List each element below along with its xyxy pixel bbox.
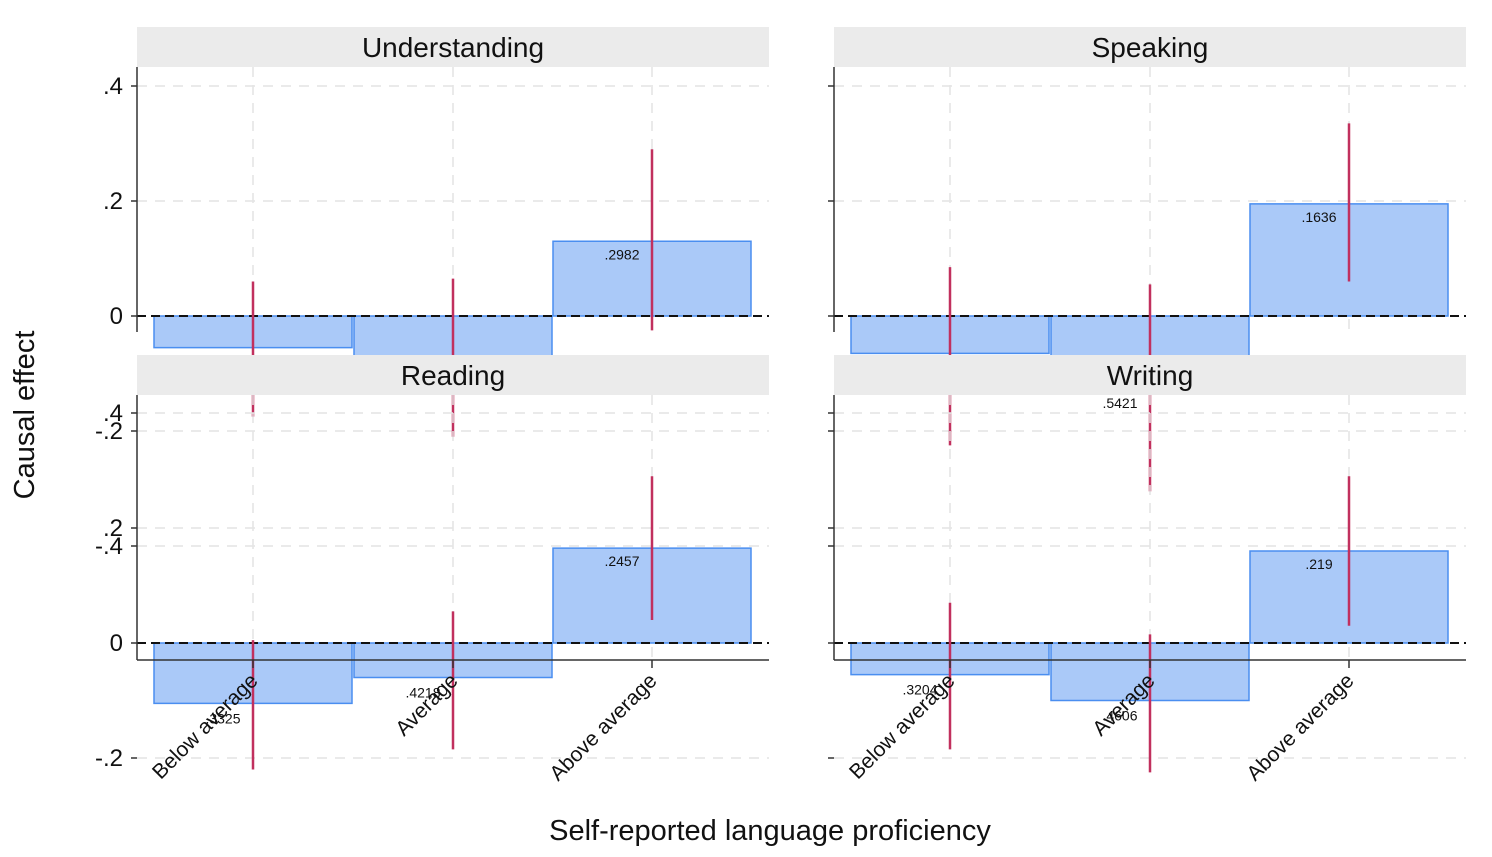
data-label: .219 [1305, 556, 1332, 572]
data-label: .4606 [1102, 708, 1137, 724]
y-tick-label: -.2 [95, 745, 123, 772]
data-label: .3325 [205, 710, 240, 726]
data-label: .4218 [405, 685, 440, 701]
panel-strip [137, 355, 769, 395]
y-tick-label: .4 [103, 400, 123, 427]
x-axis-title: Self-reported language proficiency [549, 815, 991, 847]
data-label: .2982 [604, 246, 639, 262]
data-label: .3204 [902, 682, 937, 698]
data-label: .1636 [1301, 209, 1336, 225]
panel-title: Understanding [362, 32, 544, 63]
panel-strip [834, 27, 1466, 67]
y-tick-label: -.4 [95, 533, 123, 560]
panel-reading: Reading .3325 .4218 .2457 -.4 -.2 0 .2 .4 [95, 355, 769, 772]
x-tick-label: Above average [545, 669, 661, 785]
panel-understanding: Understanding.2234.4784.2982-.4-.20.2.4 [95, 27, 769, 560]
data-label: .5421 [1102, 395, 1137, 411]
panel-title: Writing [1107, 360, 1194, 391]
y-tick-label: .4 [103, 73, 123, 100]
y-axis-title: Causal effect [9, 331, 41, 500]
x-tick-label: Above average [1242, 669, 1358, 785]
data-label: .2457 [604, 553, 639, 569]
panel-strip [137, 27, 769, 67]
y-tick-label: 0 [110, 303, 123, 330]
chart-panels: Understanding.2234.4784.2982-.4-.20.2.4S… [95, 27, 1466, 773]
panel-title: Reading [401, 360, 505, 391]
panel-title: Speaking [1092, 32, 1209, 63]
panel-writing: Writing .3204 .4606 .219 [828, 355, 1466, 773]
y-tick-label: -.2 [95, 418, 123, 445]
y-tick-label: .2 [103, 188, 123, 215]
panel-speaking: Speaking.2944.5421.1636 [828, 27, 1466, 547]
y-tick-label: .2 [103, 515, 123, 542]
y-tick-label: 0 [110, 630, 123, 657]
panel-strip [834, 355, 1466, 395]
